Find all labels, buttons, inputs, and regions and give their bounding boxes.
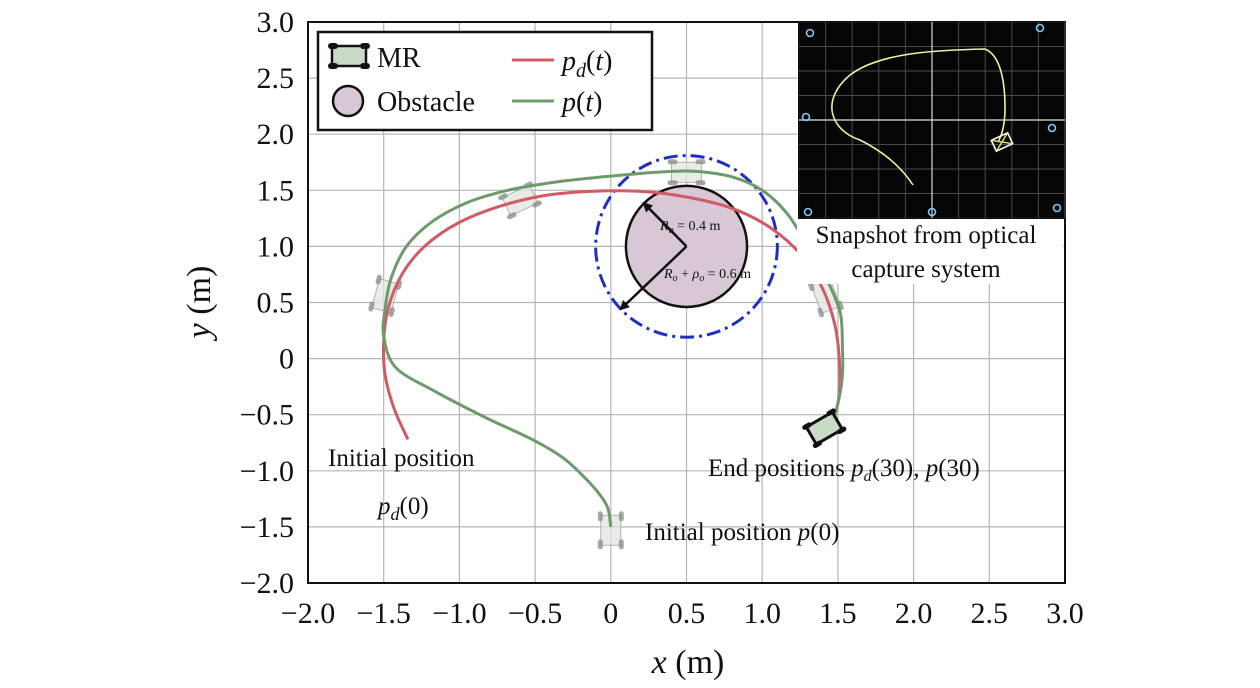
annotation-initial-pd: Initial position <box>328 445 475 472</box>
inset-robot-marker <box>990 131 1014 153</box>
inset-camera-marker <box>801 112 811 122</box>
inset-camera-marker <box>805 28 815 38</box>
y-tick-label: 0 <box>279 343 294 376</box>
inset-camera-marker <box>1035 23 1045 33</box>
obstacle-radius-label: Ro = 0.4 m <box>659 219 720 236</box>
robot-end-position <box>802 408 847 449</box>
y-tick-label: −1.5 <box>240 511 294 544</box>
inset-camera-marker <box>1047 123 1057 133</box>
x-tick-label: 1.5 <box>819 597 857 630</box>
legend-pd-label: pd(t) <box>560 46 612 82</box>
x-tick-label: 1.0 <box>743 597 781 630</box>
y-tick-label: 2.0 <box>257 118 295 151</box>
x-tick-label: 2.0 <box>895 597 933 630</box>
legend-mr-icon <box>328 43 370 69</box>
x-tick-label: 3.0 <box>1046 597 1084 630</box>
obstacle-safety-label: Ro + ρo = 0.6 m <box>663 267 751 284</box>
x-tick-label: −1.0 <box>432 597 486 630</box>
x-axis-title: x (m) <box>651 644 725 681</box>
x-tick-label: 0 <box>603 597 618 630</box>
y-tick-label: 0.5 <box>257 287 295 320</box>
y-axis-title: y (m) <box>181 266 218 342</box>
radius-arrow <box>642 201 688 248</box>
obstacle-safety-boundary <box>594 154 779 339</box>
inset-camera-marker <box>803 207 813 217</box>
annotation-initial-pd-symbol: pd(0) <box>376 493 429 524</box>
robot-end <box>802 408 847 449</box>
annotation-initial-p: Initial position p(0) <box>645 519 839 546</box>
y-tick-label: 3.0 <box>257 6 295 39</box>
y-tick-label: 1.5 <box>257 174 295 207</box>
inset-grid <box>799 22 1066 218</box>
legend-mr-label: MR <box>377 43 421 74</box>
safety-radius-arrow <box>619 245 688 311</box>
x-tick-label: 2.5 <box>971 597 1009 630</box>
legend: MR Obstacle pd(t) p(t) <box>316 30 654 132</box>
y-tick-label: −0.5 <box>240 399 294 432</box>
legend-p-label: p(t) <box>560 87 602 118</box>
y-tick-label: 1.0 <box>257 230 295 263</box>
y-tick-label: −1.0 <box>240 455 294 488</box>
legend-box <box>316 30 654 132</box>
x-tick-labels: −2.0 −1.0 −0.5 0 0.5 1.0 1.5 2.0 2.5 3.0 −1.5 <box>281 597 1084 630</box>
x-tick-label: −1.5 <box>356 597 410 630</box>
inset-camera-marker <box>927 207 937 217</box>
series-p-line <box>381 169 845 528</box>
y-tick-label: 2.5 <box>257 62 295 95</box>
inset-camera-marker <box>1052 203 1062 213</box>
inset-camera-markers <box>801 23 1062 217</box>
legend-obstacle-label: Obstacle <box>377 87 475 118</box>
optical-capture-inset <box>798 21 1066 219</box>
annotation-end-positions: End positions pd(30), p(30) <box>708 455 980 485</box>
legend-obstacle-icon <box>331 84 365 118</box>
plot-frame <box>307 21 1066 584</box>
series-pd-line <box>381 189 842 441</box>
inset-caption-line1: Snapshot from optical <box>816 222 1037 249</box>
inset-caption-line2: capture system <box>851 256 1001 283</box>
x-tick-label: 0.5 <box>668 597 706 630</box>
y-tick-labels: 3.0 2.5 2.0 1.5 1.0 0.5 0 −0.5 −1.0 −1.5 −2.0 <box>240 6 294 600</box>
robot-snapshot <box>597 511 624 550</box>
x-tick-label: −2.0 <box>281 597 335 630</box>
y-tick-label: −2.0 <box>240 567 294 600</box>
x-tick-label: −0.5 <box>508 597 562 630</box>
inset-trajectory <box>831 48 1006 186</box>
